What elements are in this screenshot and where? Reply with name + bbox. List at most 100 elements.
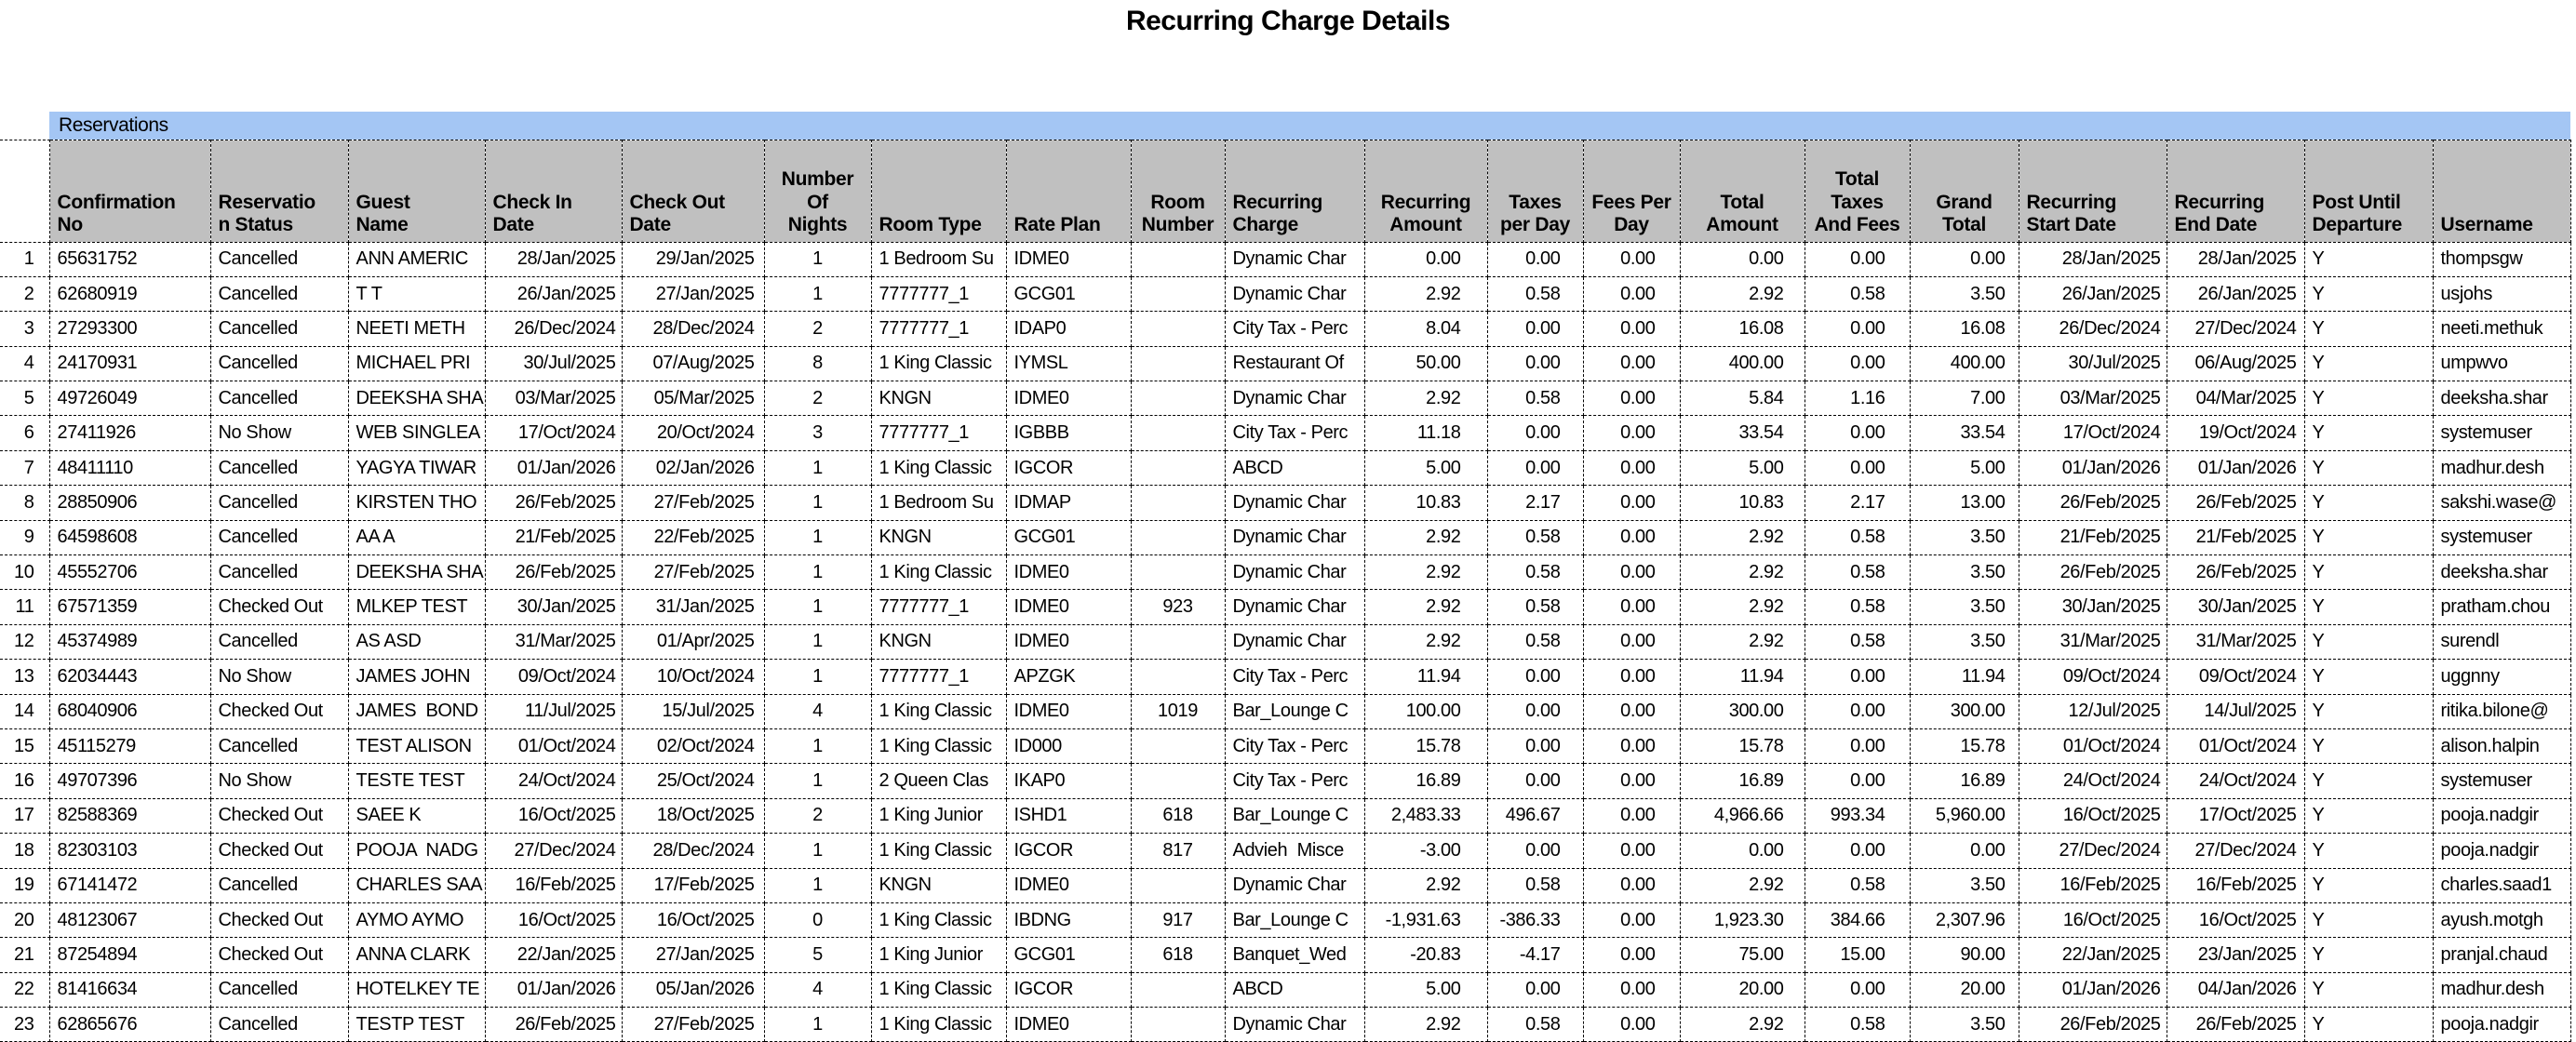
row-number[interactable]: 4 — [0, 345, 50, 382]
cell-reservation-status[interactable]: Checked Out — [209, 589, 349, 625]
cell-recurring-charge[interactable]: Dynamic Char — [1224, 1007, 1365, 1042]
cell-total-amount[interactable]: 2.92 — [1679, 1007, 1805, 1042]
cell-guest-name[interactable]: YAGYA TIWAR — [347, 449, 486, 487]
row-number[interactable]: 21 — [0, 937, 50, 973]
cell-post-until-departure[interactable]: Y — [2303, 728, 2434, 765]
cell-post-until-departure[interactable]: Y — [2303, 937, 2434, 973]
cell-recurring-start-date[interactable]: 09/Oct/2024 — [2018, 659, 2167, 695]
cell-check-out-date[interactable]: 17/Feb/2025 — [621, 867, 765, 903]
header-rate-plan[interactable]: Rate Plan — [1005, 139, 1132, 243]
row-number[interactable]: 16 — [0, 763, 50, 799]
cell-room-number[interactable] — [1130, 449, 1226, 487]
cell-grand-total[interactable]: 300.00 — [1909, 693, 2019, 729]
cell-rate-plan[interactable]: IDME0 — [1005, 693, 1132, 729]
cell-room-type[interactable]: 7777777_1 — [870, 415, 1007, 451]
cell-check-in-date[interactable]: 01/Jan/2026 — [484, 971, 623, 1009]
cell-recurring-amount[interactable]: 11.94 — [1363, 659, 1488, 695]
header-check-in-date[interactable]: Check In Date — [484, 139, 623, 243]
cell-fees-per-day[interactable]: 0.00 — [1582, 554, 1681, 591]
cell-fees-per-day[interactable]: 0.00 — [1582, 971, 1681, 1009]
cell-total-amount[interactable]: 15.78 — [1679, 728, 1805, 765]
cell-room-number[interactable] — [1130, 971, 1226, 1009]
cell-confirmation-no[interactable]: 67141472 — [48, 867, 211, 903]
cell-check-in-date[interactable]: 03/Mar/2025 — [484, 381, 623, 417]
cell-username[interactable]: madhur.desh — [2432, 449, 2571, 487]
cell-recurring-start-date[interactable]: 30/Jul/2025 — [2018, 345, 2167, 382]
cell-grand-total[interactable]: 7.00 — [1909, 381, 2019, 417]
cell-total-taxes-and-fees[interactable]: 0.58 — [1804, 519, 1911, 556]
cell-number-of-nights[interactable]: 1 — [763, 241, 872, 277]
cell-post-until-departure[interactable]: Y — [2303, 311, 2434, 347]
cell-total-taxes-and-fees[interactable]: 0.00 — [1804, 693, 1911, 729]
cell-number-of-nights[interactable]: 1 — [763, 485, 872, 521]
cell-recurring-charge[interactable]: Banquet_Wed — [1224, 937, 1365, 973]
header-taxes-per-day[interactable]: Taxes per Day — [1486, 139, 1584, 243]
cell-reservation-status[interactable]: Cancelled — [209, 971, 349, 1009]
cell-rate-plan[interactable]: IDME0 — [1005, 623, 1132, 661]
cell-total-amount[interactable]: 300.00 — [1679, 693, 1805, 729]
cell-guest-name[interactable]: AYMO AYMO — [347, 902, 486, 939]
cell-room-type[interactable]: 7777777_1 — [870, 659, 1007, 695]
cell-grand-total[interactable]: 0.00 — [1909, 833, 2019, 869]
cell-room-number[interactable]: 618 — [1130, 797, 1226, 835]
cell-recurring-amount[interactable]: 0.00 — [1363, 241, 1488, 277]
cell-recurring-end-date[interactable]: 06/Aug/2025 — [2166, 345, 2305, 382]
cell-fees-per-day[interactable]: 0.00 — [1582, 589, 1681, 625]
cell-grand-total[interactable]: 2,307.96 — [1909, 902, 2019, 939]
cell-recurring-end-date[interactable]: 31/Mar/2025 — [2166, 623, 2305, 661]
cell-number-of-nights[interactable]: 1 — [763, 763, 872, 799]
cell-username[interactable]: deeksha.shar — [2432, 381, 2571, 417]
cell-recurring-amount[interactable]: -1,931.63 — [1363, 902, 1488, 939]
cell-fees-per-day[interactable]: 0.00 — [1582, 937, 1681, 973]
cell-total-amount[interactable]: 11.94 — [1679, 659, 1805, 695]
cell-room-type[interactable]: KNGN — [870, 519, 1007, 556]
cell-room-number[interactable] — [1130, 623, 1226, 661]
cell-taxes-per-day[interactable]: 0.00 — [1486, 415, 1584, 451]
cell-recurring-end-date[interactable]: 04/Mar/2025 — [2166, 381, 2305, 417]
cell-recurring-end-date[interactable]: 26/Feb/2025 — [2166, 1007, 2305, 1042]
cell-recurring-amount[interactable]: 10.83 — [1363, 485, 1488, 521]
cell-reservation-status[interactable]: No Show — [209, 659, 349, 695]
cell-reservation-status[interactable]: Cancelled — [209, 1007, 349, 1042]
cell-recurring-amount[interactable]: 100.00 — [1363, 693, 1488, 729]
cell-recurring-start-date[interactable]: 03/Mar/2025 — [2018, 381, 2167, 417]
cell-fees-per-day[interactable]: 0.00 — [1582, 902, 1681, 939]
cell-rate-plan[interactable]: IGBBB — [1005, 415, 1132, 451]
cell-check-out-date[interactable]: 02/Jan/2026 — [621, 449, 765, 487]
cell-recurring-start-date[interactable]: 12/Jul/2025 — [2018, 693, 2167, 729]
cell-total-taxes-and-fees[interactable]: 0.58 — [1804, 623, 1911, 661]
cell-room-type[interactable]: 1 King Classic — [870, 971, 1007, 1009]
cell-confirmation-no[interactable]: 27411926 — [48, 415, 211, 451]
cell-username[interactable]: systemuser — [2432, 519, 2571, 556]
cell-taxes-per-day[interactable]: 0.00 — [1486, 763, 1584, 799]
cell-check-in-date[interactable]: 16/Oct/2025 — [484, 797, 623, 835]
cell-total-taxes-and-fees[interactable]: 0.00 — [1804, 345, 1911, 382]
cell-username[interactable]: pooja.nadgir — [2432, 797, 2571, 835]
cell-room-type[interactable]: KNGN — [870, 867, 1007, 903]
row-number[interactable]: 10 — [0, 554, 50, 591]
cell-check-out-date[interactable]: 27/Feb/2025 — [621, 554, 765, 591]
cell-room-number[interactable] — [1130, 345, 1226, 382]
cell-number-of-nights[interactable]: 1 — [763, 867, 872, 903]
cell-confirmation-no[interactable]: 67571359 — [48, 589, 211, 625]
cell-total-amount[interactable]: 1,923.30 — [1679, 902, 1805, 939]
cell-reservation-status[interactable]: Cancelled — [209, 275, 349, 313]
cell-room-number[interactable]: 817 — [1130, 833, 1226, 869]
cell-recurring-end-date[interactable]: 16/Oct/2025 — [2166, 902, 2305, 939]
cell-post-until-departure[interactable]: Y — [2303, 763, 2434, 799]
cell-check-out-date[interactable]: 10/Oct/2024 — [621, 659, 765, 695]
row-number[interactable]: 12 — [0, 623, 50, 661]
cell-guest-name[interactable]: T T — [347, 275, 486, 313]
cell-total-taxes-and-fees[interactable]: 993.34 — [1804, 797, 1911, 835]
cell-username[interactable]: thompsgw — [2432, 241, 2571, 277]
cell-fees-per-day[interactable]: 0.00 — [1582, 693, 1681, 729]
cell-number-of-nights[interactable]: 0 — [763, 902, 872, 939]
cell-recurring-end-date[interactable]: 23/Jan/2025 — [2166, 937, 2305, 973]
cell-recurring-charge[interactable]: City Tax - Perc — [1224, 659, 1365, 695]
cell-room-number[interactable] — [1130, 519, 1226, 556]
cell-grand-total[interactable]: 5,960.00 — [1909, 797, 2019, 835]
cell-recurring-start-date[interactable]: 16/Oct/2025 — [2018, 797, 2167, 835]
cell-taxes-per-day[interactable]: 2.17 — [1486, 485, 1584, 521]
cell-recurring-start-date[interactable]: 21/Feb/2025 — [2018, 519, 2167, 556]
row-number[interactable]: 18 — [0, 833, 50, 869]
